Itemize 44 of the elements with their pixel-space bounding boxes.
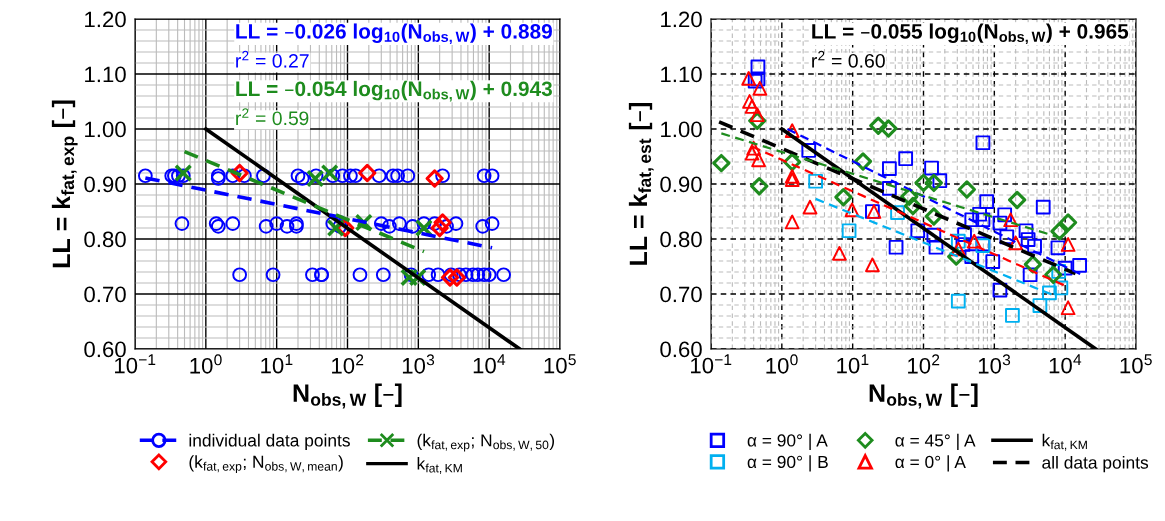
x-tick-label: 10$^{5}$ xyxy=(1120,354,1152,374)
x-tick-label: 10$^{1}$ xyxy=(837,354,869,374)
legend-label: α = 0° | A xyxy=(895,455,966,472)
y-tick-label: 1.20 xyxy=(661,11,702,28)
legend-label: (k$_{fat,exp}$; N$_{obs,W,mean}$) xyxy=(189,455,343,474)
legend-label: (k$_{fat,exp}$; N$_{obs,W,50}$) xyxy=(417,433,555,452)
x-tick-label: 10$^{5}$ xyxy=(544,354,576,374)
y-tick-label: 1.10 xyxy=(85,66,126,83)
y-tick-label: 1.20 xyxy=(85,11,126,28)
x-tick-label: 10$^{3}$ xyxy=(978,354,1011,374)
legend-label: k$_{fat,KM}$ xyxy=(1042,433,1087,451)
y-tick-label: 0.80 xyxy=(660,231,702,248)
annotation: r$^{2}$ = 0.27 xyxy=(236,50,309,68)
legend-label: α = 90° | A xyxy=(747,433,828,451)
y-tick-label: 1.00 xyxy=(661,121,702,138)
annotation: r$^{2}$ = 0.59 xyxy=(236,108,309,126)
y-tick-label: 0.70 xyxy=(660,286,702,303)
x-tick-label: 10$^{2}$ xyxy=(908,354,940,374)
annotation: LL = –0.026 log$_{10}$(N$_{obs,W}$) + 0.889 xyxy=(236,23,552,45)
y-axis-title: LL = k$_{fat,exp}$ [–] xyxy=(51,100,78,268)
annotation: r$^{2}$ = 0.60 xyxy=(812,50,885,68)
x-tick-label: 10$^{0}$ xyxy=(190,354,222,374)
x-tick-label: 10$^{2}$ xyxy=(332,354,364,374)
annotation: LL = –0.055 log$_{10}$(N$_{obs,W}$) + 0.965 xyxy=(812,23,1129,45)
y-axis-title: LL = k$_{fat,est}$ [–] xyxy=(628,103,654,265)
y-tick-label: 0.80 xyxy=(84,231,126,248)
annotation: LL = –0.054 log$_{10}$(N$_{obs,W}$) + 0.943 xyxy=(236,80,552,102)
x-axis-title: N$_{obs,W}$ [–] xyxy=(869,383,978,409)
legend-label: all data points xyxy=(1042,455,1149,473)
y-tick-label: 0.90 xyxy=(660,176,702,193)
x-tick-label: 10$^{3}$ xyxy=(402,354,435,374)
y-tick-label: 1.10 xyxy=(661,66,702,83)
y-tick-label: 1.00 xyxy=(85,121,126,138)
x-tick-label: 10$^{4}$ xyxy=(473,354,506,374)
x-axis-title: N$_{obs,W}$ [–] xyxy=(293,383,402,409)
legend-label: individual data points xyxy=(189,433,350,451)
y-tick-label: 0.70 xyxy=(84,286,126,303)
x-tick-label: 10$^{4}$ xyxy=(1049,354,1082,374)
legend-label: α = 90° | B xyxy=(747,455,828,472)
legend-label: α = 45° | A xyxy=(895,433,976,451)
y-tick-label: 0.90 xyxy=(84,176,126,193)
x-tick-label: 10$^{0}$ xyxy=(766,354,798,374)
x-tick-label: 10$^{1}$ xyxy=(261,354,293,374)
legend-label: k$_{fat,KM}$ xyxy=(417,457,462,474)
